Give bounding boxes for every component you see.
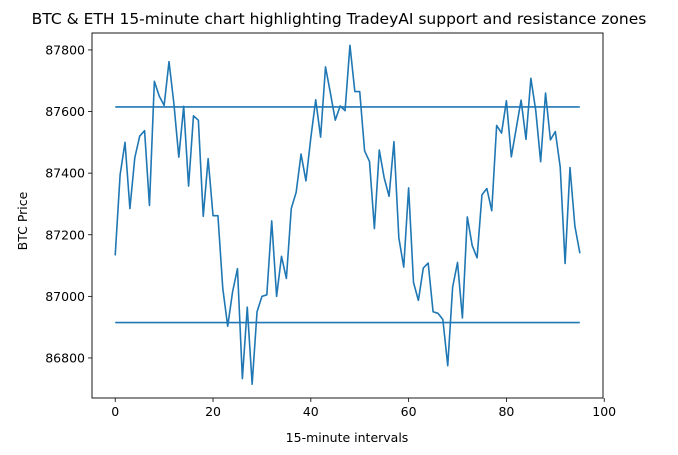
y-axis: 86800 87000 87200 87400 87600 87800 xyxy=(45,42,92,365)
y-tick-label: 87400 xyxy=(45,166,85,181)
plot-frame xyxy=(91,32,604,399)
x-tick-label: 20 xyxy=(205,404,221,419)
plot-area xyxy=(114,44,581,385)
y-tick-label: 86800 xyxy=(45,350,85,365)
chart-title: BTC & ETH 15-minute chart highlighting T… xyxy=(32,10,647,28)
y-tick-label: 87200 xyxy=(45,227,85,242)
x-tick-label: 100 xyxy=(592,404,616,419)
x-tick-label: 40 xyxy=(303,404,319,419)
y-tick-label: 87800 xyxy=(45,42,85,57)
y-tick-label: 87600 xyxy=(45,104,85,119)
y-axis-label: BTC Price xyxy=(15,191,30,250)
y-tick-label: 87000 xyxy=(45,289,85,304)
x-tick-label: 80 xyxy=(498,404,514,419)
x-axis-label: 15-minute intervals xyxy=(286,430,409,445)
x-axis: 0 20 40 60 80 100 xyxy=(111,398,616,419)
x-tick-label: 0 xyxy=(111,404,119,419)
x-tick-label: 60 xyxy=(401,404,417,419)
series-line-0 xyxy=(114,44,581,385)
